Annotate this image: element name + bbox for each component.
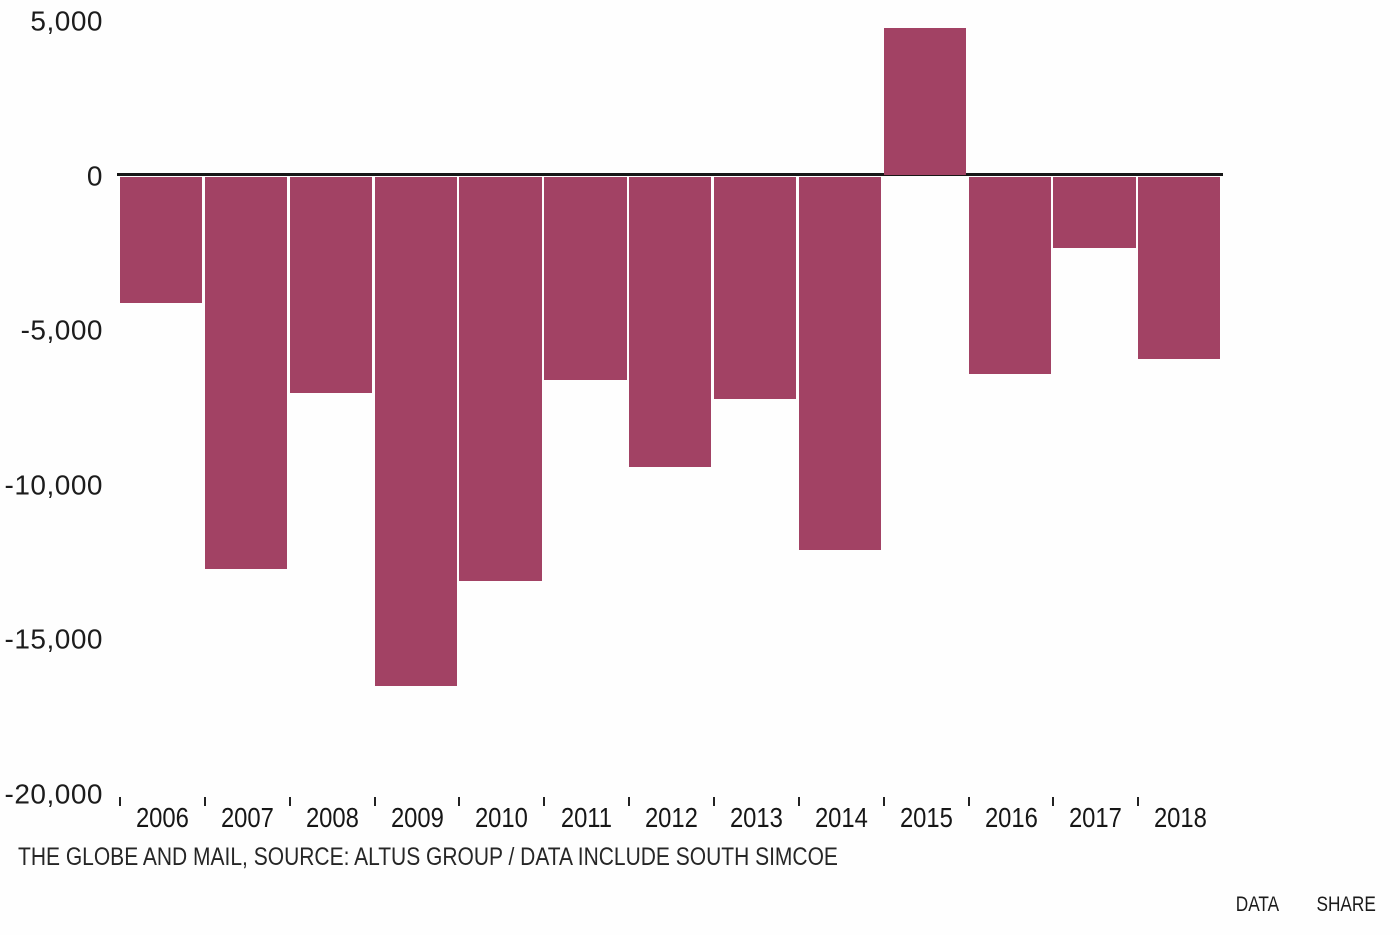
x-axis-tick xyxy=(543,797,546,806)
bar-2011 xyxy=(544,177,627,381)
x-axis-label: 2018 xyxy=(1154,802,1208,833)
x-axis-tick xyxy=(1052,797,1055,806)
x-axis-tick xyxy=(203,797,206,806)
x-axis-tick xyxy=(288,797,291,806)
x-axis-tick xyxy=(797,797,800,806)
y-axis-label: 5,000 xyxy=(30,5,103,37)
bar-2016 xyxy=(968,177,1051,375)
footer-actions: DATA SHARE xyxy=(1231,893,1382,917)
x-axis-tick xyxy=(628,797,631,806)
y-axis-label: -20,000 xyxy=(4,777,103,809)
source-credit: THE GLOBE AND MAIL, SOURCE: ALTUS GROUP … xyxy=(18,843,838,871)
y-axis-label: -10,000 xyxy=(4,468,103,500)
bar-2006 xyxy=(120,177,203,304)
x-axis-label: 2010 xyxy=(475,802,529,833)
bar-2007 xyxy=(204,177,288,569)
x-axis-label: 2014 xyxy=(814,802,868,833)
y-axis-label: -15,000 xyxy=(4,623,103,655)
bar-2017 xyxy=(1053,177,1136,248)
x-axis-label: 2011 xyxy=(561,802,613,833)
bar-2010 xyxy=(459,177,542,582)
x-axis-tick xyxy=(1137,797,1140,806)
bar-2012 xyxy=(629,177,712,467)
bar-2015 xyxy=(883,28,966,175)
share-button[interactable]: SHARE xyxy=(1316,893,1376,916)
x-axis-tick xyxy=(967,797,970,806)
x-axis-tick xyxy=(712,797,715,806)
y-axis-label: -5,000 xyxy=(20,314,103,346)
x-axis-label: 2008 xyxy=(305,802,359,833)
x-axis-label: 2009 xyxy=(390,802,444,833)
x-axis-label: 2017 xyxy=(1069,802,1123,833)
x-axis-tick xyxy=(119,797,121,806)
bar-2014 xyxy=(798,177,882,551)
x-axis-label: 2006 xyxy=(135,802,189,833)
bar-2018 xyxy=(1138,177,1221,359)
zero-axis-line xyxy=(117,173,1223,176)
data-button[interactable]: DATA xyxy=(1235,893,1279,916)
x-axis-tick xyxy=(373,797,376,806)
bar-2008 xyxy=(289,177,372,393)
x-axis-label: 2015 xyxy=(899,802,953,833)
x-axis-label: 2007 xyxy=(220,802,274,833)
x-axis-tick xyxy=(882,797,885,806)
bar-2013 xyxy=(713,177,797,399)
x-axis-label: 2016 xyxy=(984,802,1038,833)
x-axis-label: 2013 xyxy=(729,802,783,833)
x-axis-tick xyxy=(458,797,461,806)
y-axis-label: 0 xyxy=(86,159,103,191)
x-axis-label: 2012 xyxy=(645,802,698,833)
bar-2009 xyxy=(374,177,457,687)
